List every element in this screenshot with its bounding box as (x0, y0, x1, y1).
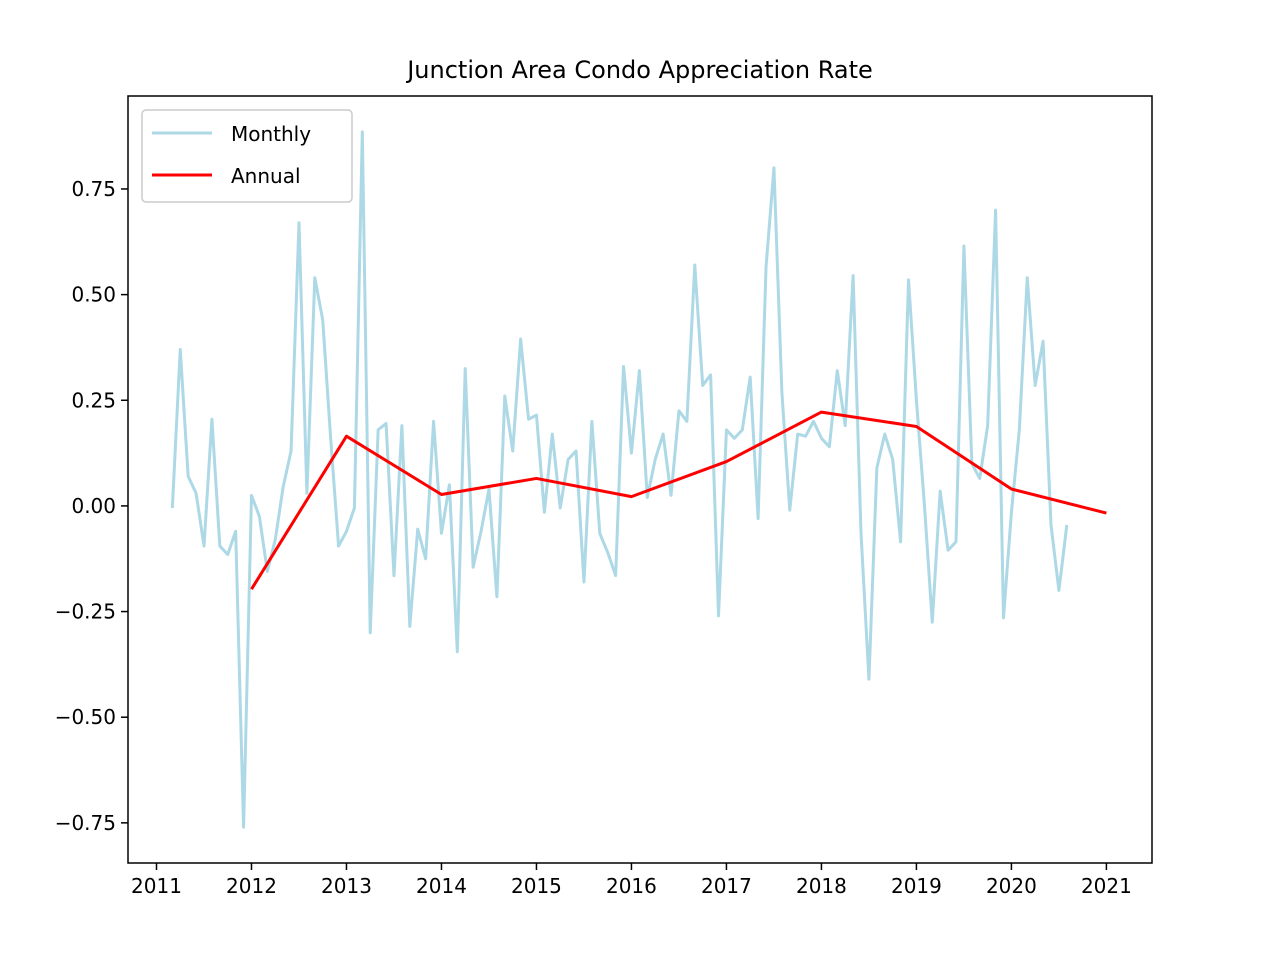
x-tick-label: 2014 (416, 874, 467, 898)
plot-area (170, 130, 1107, 829)
x-tick-label: 2015 (511, 874, 562, 898)
x-tick-label: 2019 (891, 874, 942, 898)
y-tick-label: 0.50 (71, 283, 116, 307)
y-tick-label: −0.75 (55, 811, 116, 835)
x-tick-label: 2011 (131, 874, 182, 898)
chart-title: Junction Area Condo Appreciation Rate (405, 56, 873, 84)
x-tick-label: 2020 (986, 874, 1037, 898)
y-tick-label: 0.00 (71, 494, 116, 518)
series-line-annual (250, 410, 1107, 590)
x-tick-label: 2016 (606, 874, 657, 898)
x-tick-label: 2021 (1081, 874, 1132, 898)
x-tick-label: 2017 (701, 874, 752, 898)
legend-label-annual: Annual (231, 164, 301, 188)
x-tick-label: 2013 (321, 874, 372, 898)
series-line-monthly (170, 130, 1069, 829)
y-tick-label: 0.75 (71, 177, 116, 201)
axes-frame (127, 95, 1153, 864)
legend-label-monthly: Monthly (231, 122, 311, 146)
legend: Monthly Annual (141, 109, 353, 203)
x-axis: 2011 2012 2013 2014 2015 2016 2017 2018 2019 2020… (131, 863, 1132, 898)
y-tick-label: 0.25 (71, 388, 116, 412)
y-axis: −0.75 −0.50 −0.25 0.00 0.25 0.50 0.75 (55, 177, 128, 835)
x-tick-label: 2012 (226, 874, 277, 898)
x-tick-label: 2018 (796, 874, 847, 898)
y-tick-label: −0.50 (55, 705, 116, 729)
y-tick-label: −0.25 (55, 600, 116, 624)
